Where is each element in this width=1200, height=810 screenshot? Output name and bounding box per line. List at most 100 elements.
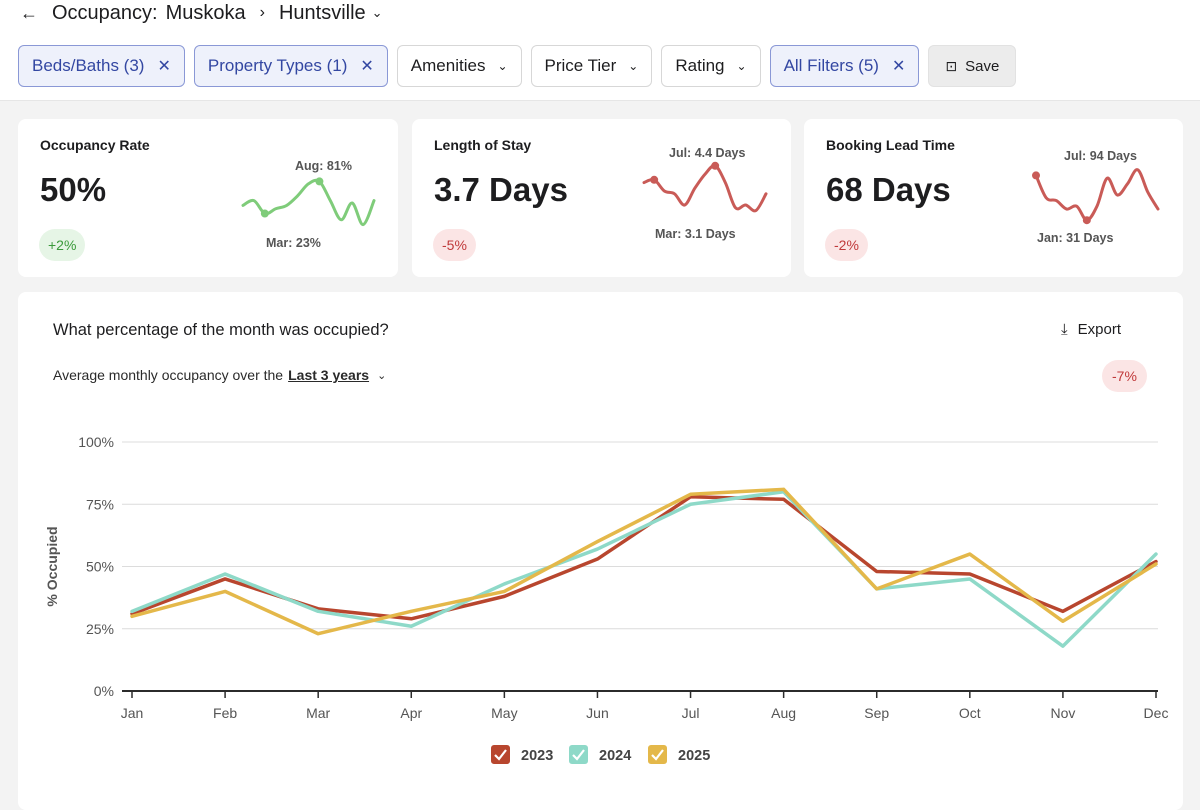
filter-property-types[interactable]: Property Types (1) ✕: [193, 45, 388, 87]
booking-lead-time-sparkline: Jul: 94 Days Jan: 31 Days: [1032, 149, 1160, 245]
legend-swatch-2025: [648, 745, 667, 764]
sparkline-path: [1034, 168, 1160, 222]
download-icon: ⤓: [1061, 321, 1068, 338]
kpi-card-booking-lead-time: Booking Lead Time 68 Days -2% Jul: 94 Da…: [804, 119, 1183, 277]
sparkline-peak-dot: [315, 177, 324, 186]
filter-amenities[interactable]: Amenities ⌄: [396, 45, 522, 87]
chevron-down-icon[interactable]: ⌄: [371, 5, 383, 20]
kpi-value: 68 Days: [826, 171, 951, 208]
sparkline-peak-dot: [711, 161, 720, 170]
sparkline-low-dot: [650, 175, 659, 184]
x-tick-label: Mar: [306, 705, 330, 721]
legend-label-2025: 2025: [678, 748, 710, 764]
sparkline-peak-label: Jul: 4.4 Days: [669, 146, 745, 160]
x-tick-label: Dec: [1144, 705, 1169, 721]
y-tick-label: 75%: [86, 496, 114, 512]
y-axis-label: % Occupied: [44, 526, 60, 606]
kpi-card-occupancy-rate: Occupancy Rate 50% +2% Aug: 81% Mar: 23%: [18, 119, 398, 277]
breadcrumb-prefix: Occupancy:: [52, 1, 158, 24]
series-line-2024: [130, 490, 1158, 648]
bookmark-add-icon: ⊡: [945, 57, 958, 74]
kpi-title: Booking Lead Time: [826, 137, 955, 153]
x-tick-label: Nov: [1050, 705, 1075, 721]
series-line-2025: [130, 487, 1158, 636]
breadcrumb: ← Occupancy: Muskoka › Huntsville ⌄: [20, 0, 383, 26]
subtitle-text: Average monthly occupancy over the: [53, 367, 284, 383]
legend-label-2024: 2024: [599, 748, 631, 764]
x-tick-label: Sep: [864, 705, 889, 721]
filter-label: Price Tier: [544, 56, 617, 75]
x-tick-label: May: [491, 705, 517, 721]
sparkline-low-dot: [260, 209, 269, 218]
checkmark-icon: [572, 749, 585, 761]
x-tick-label: Jul: [682, 705, 700, 721]
x-tick-label: Jan: [121, 705, 144, 721]
sparkline-low-dot: [1032, 171, 1040, 180]
occupancy-sparkline: Aug: 81% Mar: 23%: [241, 159, 376, 250]
kpi-card-length-of-stay: Length of Stay 3.7 Days -5% Jul: 4.4 Day…: [412, 119, 791, 277]
sparkline-low-label: Mar: 3.1 Days: [655, 227, 736, 241]
change-badge: -7%: [1102, 360, 1147, 392]
close-icon[interactable]: ✕: [360, 58, 374, 75]
arrow-left-icon[interactable]: ←: [20, 2, 38, 23]
export-label: Export: [1077, 321, 1121, 338]
chevron-down-icon[interactable]: ⌄: [377, 369, 387, 382]
legend-swatch-2023: [491, 745, 510, 764]
close-icon[interactable]: ✕: [157, 58, 171, 75]
kpi-value: 3.7 Days: [434, 171, 568, 208]
period-selector[interactable]: Last 3 years: [288, 367, 370, 383]
save-button[interactable]: ⊡ Save: [928, 45, 1017, 87]
sparkline-peak-dot: [1082, 216, 1091, 225]
filter-label: Rating: [675, 56, 725, 75]
filter-label: Property Types (1): [207, 56, 348, 75]
chevron-down-icon: ⌄: [628, 59, 639, 73]
filter-price-tier[interactable]: Price Tier ⌄: [530, 45, 653, 87]
length-of-stay-sparkline: Jul: 4.4 Days Mar: 3.1 Days: [642, 146, 768, 241]
kpi-title: Occupancy Rate: [40, 137, 150, 153]
y-tick-label: 0%: [94, 683, 114, 699]
chart-subtitle: Average monthly occupancy over the Last …: [53, 367, 386, 383]
chevron-down-icon: ⌄: [736, 59, 747, 73]
sparkline-peak-label: Jul: 94 Days: [1064, 149, 1137, 163]
x-tick-label: Jun: [586, 705, 609, 721]
y-tick-label: 25%: [86, 621, 114, 637]
change-badge: -5%: [433, 229, 476, 261]
sparkline-low-label: Mar: 23%: [266, 236, 321, 250]
close-icon[interactable]: ✕: [891, 58, 906, 75]
breadcrumb-region[interactable]: Muskoka: [165, 1, 246, 24]
y-tick-label: 100%: [78, 434, 114, 450]
legend-swatch-2024: [569, 745, 588, 764]
sparkline-low-label: Jan: 31 Days: [1037, 231, 1113, 245]
sparkline-peak-label: Aug: 81%: [295, 159, 352, 173]
breadcrumb-city[interactable]: Huntsville: [278, 1, 366, 24]
top-bar: ← Occupancy: Muskoka › Huntsville ⌄ Beds…: [0, 0, 1200, 101]
change-badge: +2%: [39, 229, 86, 261]
filter-all-filters[interactable]: All Filters (5) ✕: [769, 45, 920, 87]
filter-label: All Filters (5): [783, 56, 879, 75]
x-tick-label: Apr: [400, 705, 422, 721]
x-tick-label: Oct: [959, 705, 981, 721]
chevron-down-icon: ⌄: [497, 59, 508, 73]
sparkline-path: [642, 164, 768, 213]
save-label: Save: [965, 57, 1000, 75]
sparkline-path: [241, 178, 376, 227]
filter-label: Beds/Baths (3): [32, 56, 145, 75]
occupancy-line-chart: 0% 25% 50% 75% 100% Jan Feb Mar Apr May Jun Jul Aug S…: [44, 434, 1169, 764]
change-badge: -2%: [825, 229, 868, 261]
occupancy-chart-card: 0% 25% 50% 75% 100% Jan Feb Mar Apr May Jun Jul Aug S…: [18, 292, 1183, 810]
checkmark-icon: [651, 749, 664, 761]
kpi-value: 50%: [40, 171, 107, 208]
export-button[interactable]: ⤓ Export: [1061, 321, 1121, 338]
x-tick-label: Aug: [771, 705, 796, 721]
legend-label-2023: 2023: [521, 748, 553, 764]
filter-beds-baths[interactable]: Beds/Baths (3) ✕: [18, 45, 185, 87]
chart-title: What percentage of the month was occupie…: [53, 321, 389, 339]
x-tick-label: Feb: [213, 705, 237, 721]
chevron-right-icon: ›: [259, 4, 265, 21]
checkmark-icon: [494, 749, 507, 761]
filter-bar: Beds/Baths (3) ✕ Property Types (1) ✕ Amen…: [18, 45, 1025, 87]
filter-rating[interactable]: Rating ⌄: [661, 45, 761, 87]
kpi-title: Length of Stay: [434, 137, 532, 153]
filter-label: Amenities: [410, 56, 486, 75]
y-tick-label: 50%: [86, 559, 114, 575]
